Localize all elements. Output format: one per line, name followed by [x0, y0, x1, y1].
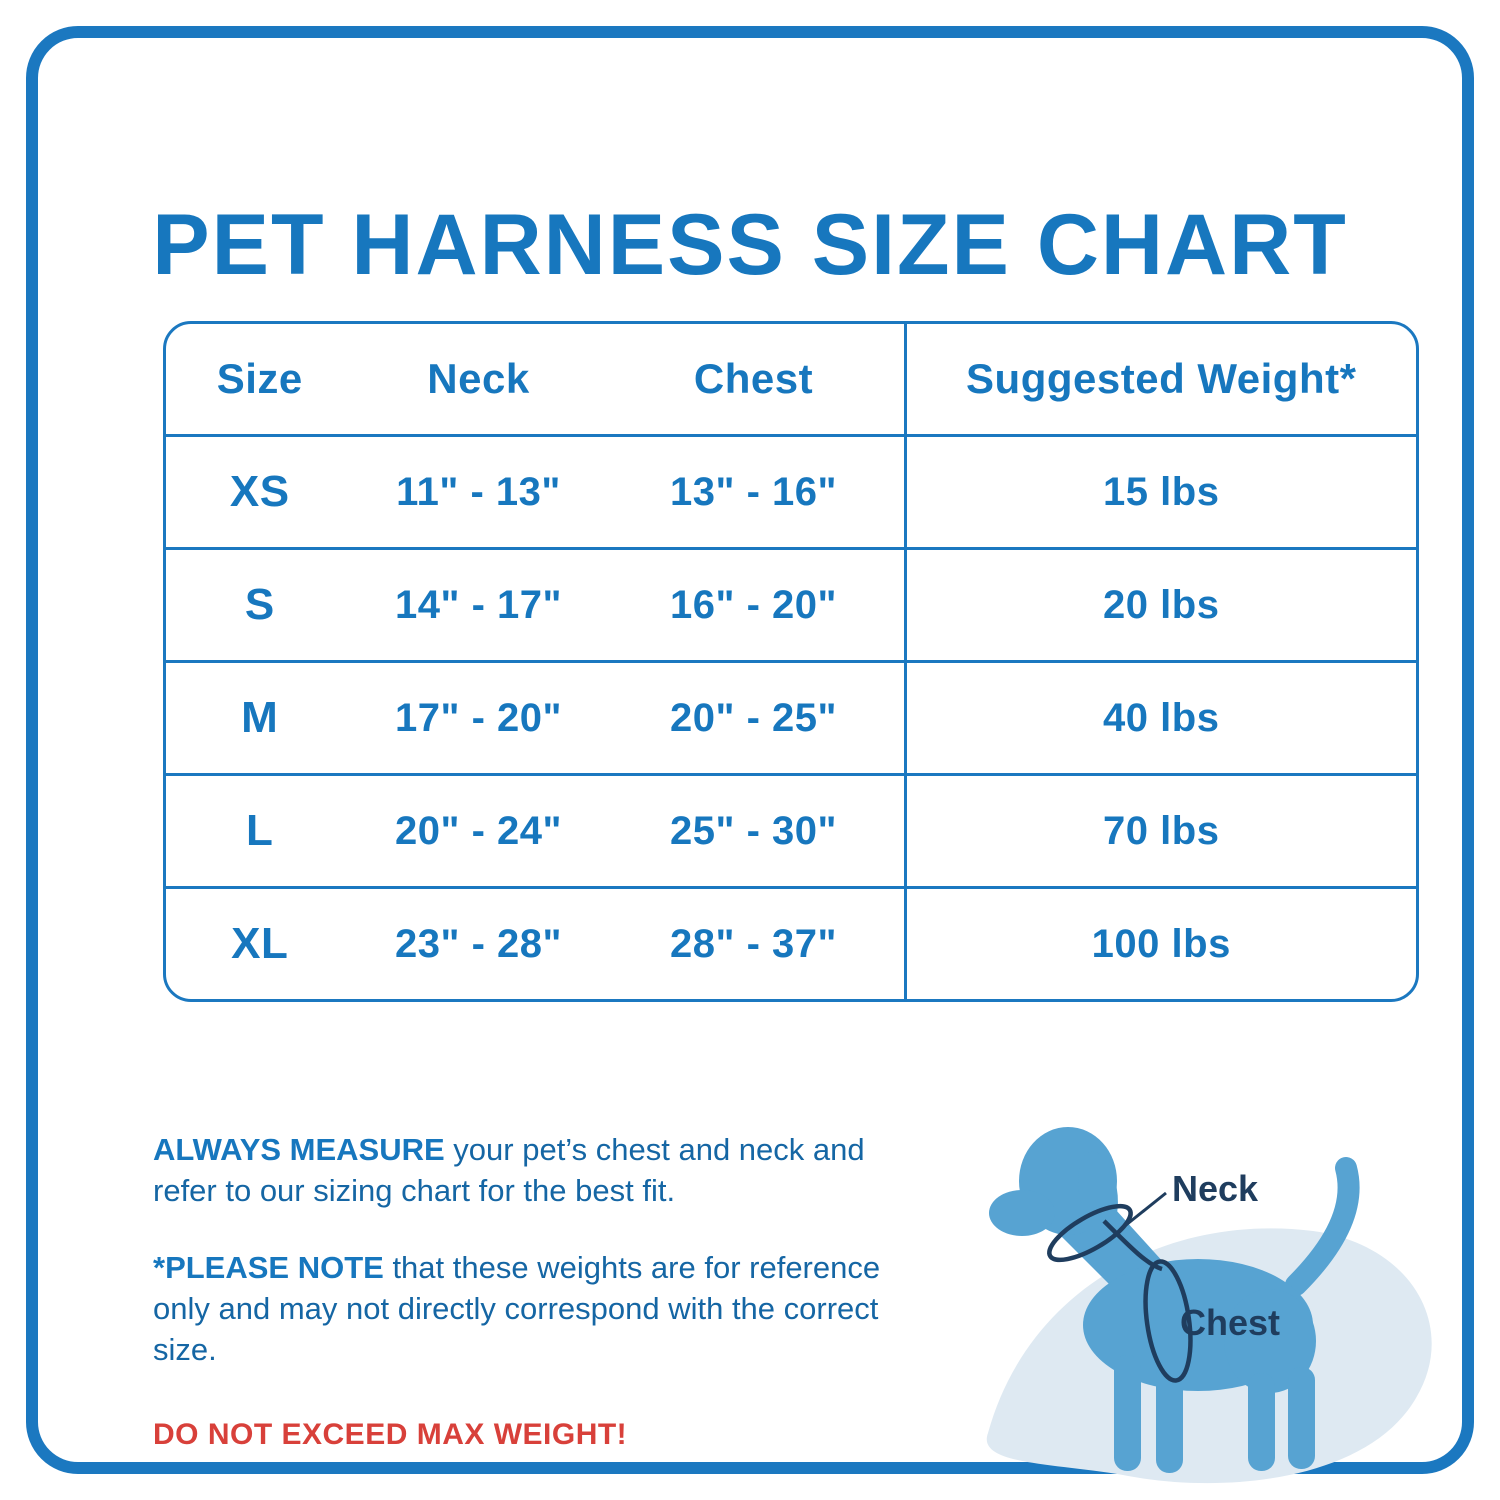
neck-label: Neck — [1172, 1168, 1259, 1209]
column-header-size: Size — [216, 355, 303, 402]
chest-value: 16" - 20" — [670, 582, 837, 627]
size-value: XL — [231, 919, 289, 968]
chest-value: 25" - 30" — [670, 808, 837, 853]
back-strap — [1102, 1219, 1163, 1272]
weight-value: 15 lbs — [903, 437, 1417, 547]
size-value: M — [241, 693, 279, 742]
please-note: *PLEASE NOTE that these weights are for … — [153, 1248, 923, 1371]
please-note-text: that these weights are for reference onl… — [153, 1249, 881, 1367]
table-row: XL 23" - 28" 28" - 37" 100 lbs — [166, 889, 1416, 999]
dog-silhouette — [989, 1127, 1360, 1473]
please-note-lead: *PLEASE NOTE — [153, 1249, 384, 1285]
column-header-neck: Neck — [427, 355, 530, 402]
chest-strap — [1143, 1259, 1193, 1383]
chest-value: 20" - 25" — [670, 695, 837, 740]
neck-value: 20" - 24" — [395, 808, 562, 853]
column-header-chest: Chest — [693, 355, 814, 402]
weight-value: 100 lbs — [903, 889, 1417, 999]
table-row: XS 11" - 13" 13" - 16" 15 lbs — [166, 437, 1416, 550]
neck-value: 14" - 17" — [395, 582, 562, 627]
neck-pointer-line — [1125, 1191, 1167, 1227]
table-header-row: Size Neck Chest Suggested Weight* — [166, 324, 1416, 437]
neck-value: 17" - 20" — [395, 695, 562, 740]
outer-border-frame: PET HARNESS SIZE CHART Size Neck Chest S… — [26, 26, 1474, 1484]
chest-label: Chest — [1180, 1302, 1280, 1343]
harness-straps — [1047, 1191, 1193, 1383]
max-weight-warning: DO NOT EXCEED MAX WEIGHT! — [153, 1417, 628, 1451]
weight-value: 20 lbs — [903, 550, 1417, 660]
neck-value: 23" - 28" — [395, 921, 562, 966]
footnotes: ALWAYS MEASURE your pet’s chest and neck… — [153, 1130, 923, 1454]
neck-value: 11" - 13" — [396, 469, 561, 514]
measure-note: ALWAYS MEASURE your pet’s chest and neck… — [153, 1130, 923, 1212]
weight-value: 70 lbs — [903, 776, 1417, 886]
measure-note-lead: ALWAYS MEASURE — [153, 1132, 445, 1167]
table-row: L 20" - 24" 25" - 30" 70 lbs — [166, 776, 1416, 889]
chest-value: 28" - 37" — [670, 921, 837, 966]
page-title: PET HARNESS SIZE CHART — [152, 197, 1348, 293]
table-row: S 14" - 17" 16" - 20" 20 lbs — [166, 550, 1416, 663]
size-value: L — [246, 806, 274, 855]
table-row: M 17" - 20" 20" - 25" 40 lbs — [166, 663, 1416, 776]
size-value: XS — [229, 467, 290, 516]
dog-diagram-svg: Neck Chest — [986, 1127, 1432, 1484]
size-chart-table: Size Neck Chest Suggested Weight* XS 11"… — [163, 321, 1419, 1002]
column-header-weight: Suggested Weight* — [903, 324, 1417, 434]
size-value: S — [244, 580, 275, 629]
chest-value: 13" - 16" — [670, 469, 837, 514]
dog-illustration: Neck Chest — [918, 1073, 1458, 1493]
measure-note-text: your pet’s chest and neck and refer to o… — [153, 1132, 865, 1208]
weight-value: 40 lbs — [903, 663, 1417, 773]
neck-strap — [1047, 1203, 1133, 1263]
